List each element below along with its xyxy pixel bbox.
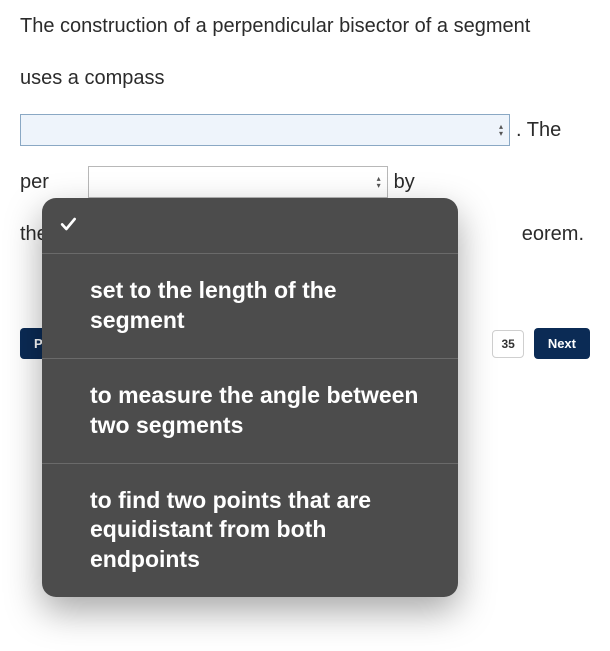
checkmark-icon [58,214,78,234]
blank-select-1[interactable]: ▴▾ [20,114,510,146]
dropdown-option[interactable]: set to the length of the segment [42,254,458,359]
stepper-icon: ▴▾ [499,123,503,137]
text-after-select1: . The [516,114,561,146]
dropdown-selected-indicator [42,198,458,254]
blank-select-2[interactable]: ▴▾ [88,166,388,198]
text-after-select2: by [394,166,415,198]
question-text-line1: The construction of a perpendicular bise… [20,10,530,42]
dropdown-menu[interactable]: set to the length of the segment to meas… [42,198,458,597]
dropdown-option[interactable]: to find two points that are equidistant … [42,464,458,598]
stepper-icon: ▴▾ [377,175,381,189]
text-line3-pre: per [20,166,49,198]
dropdown-option[interactable]: to measure the angle between two segment… [42,359,458,464]
page-count-badge: 35 [492,330,523,358]
next-button[interactable]: Next [534,328,590,359]
question-text-line2: uses a compass [20,62,165,94]
text-line4-end: eorem. [522,218,584,250]
